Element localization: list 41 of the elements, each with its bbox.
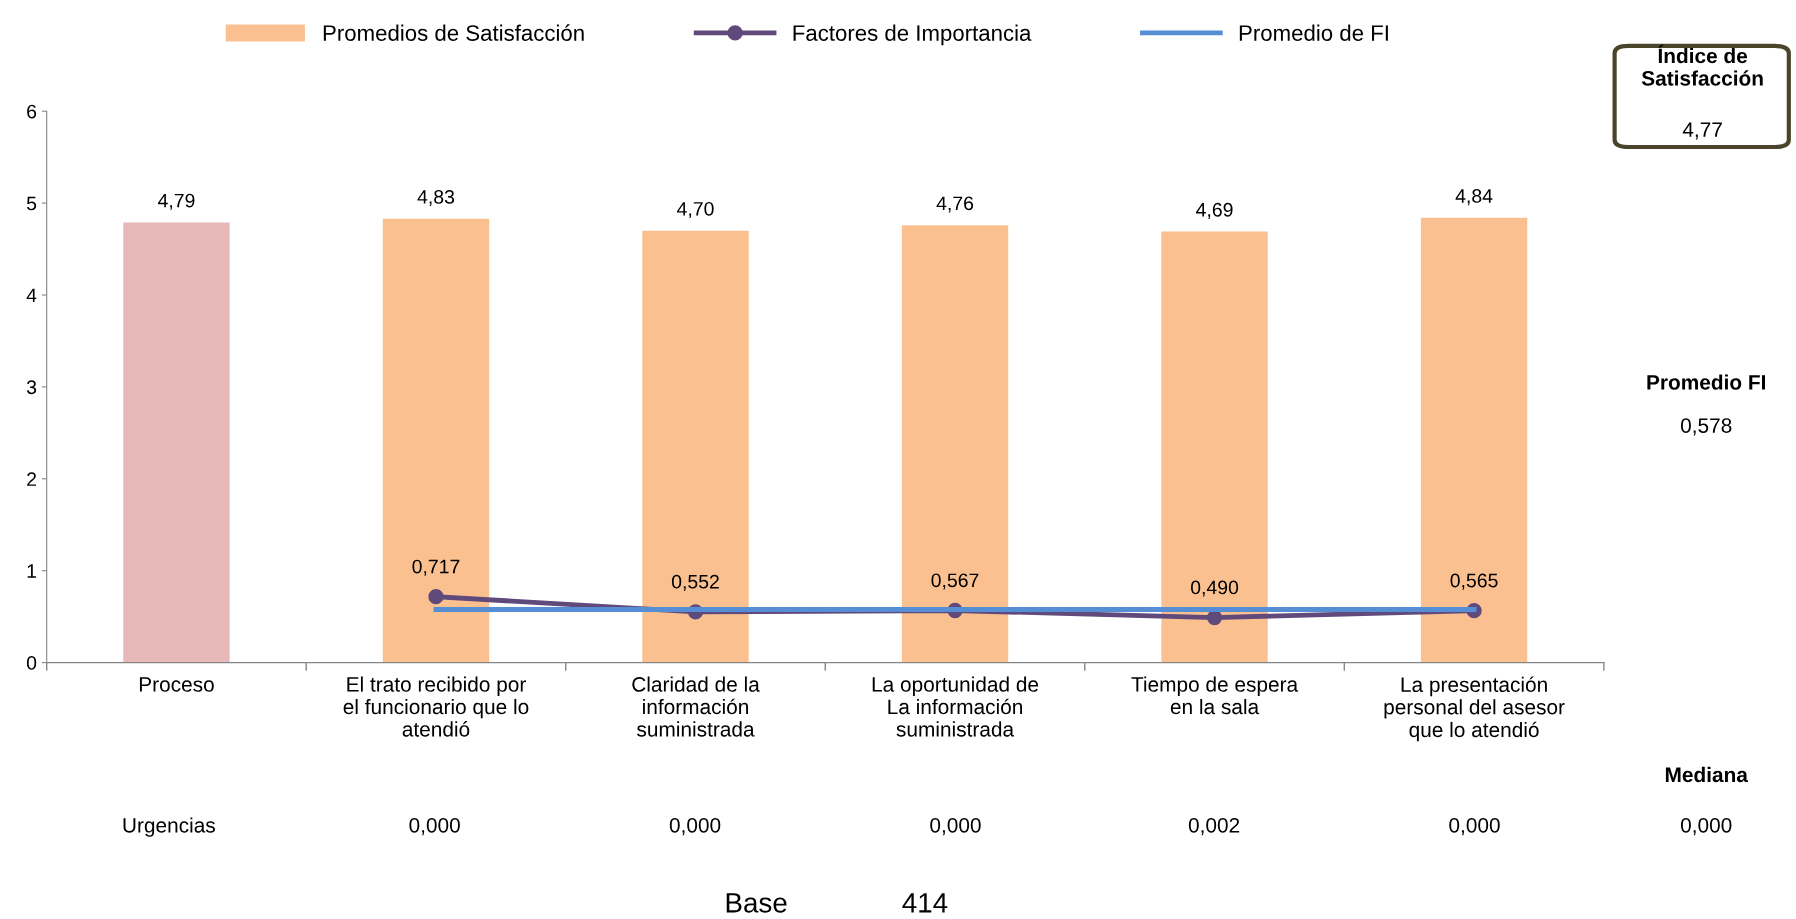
x-tick-label: El trato recibido por el funcionario que lo atendió (343, 676, 529, 737)
y-tick-label: 1 (27, 564, 37, 578)
text: 0,002 (1188, 817, 1240, 836)
text: 414 (902, 893, 948, 913)
text: 4,77 (1682, 122, 1722, 140)
x-tick-label: La presentación personal del asesor que lo atendió (1384, 676, 1565, 742)
data-label: 0,490 (1190, 580, 1239, 597)
text: 0,578 (1680, 418, 1732, 436)
y-tick-label: 2 (27, 472, 36, 486)
y-tick-label: 0 (26, 656, 37, 670)
data-label: 0,565 (1450, 573, 1498, 590)
y-tick-label: 3 (26, 380, 37, 395)
data-label: 0,567 (931, 573, 979, 590)
legend-label: Factores de Importancia (793, 24, 1032, 46)
y-tick-label: 6 (27, 104, 37, 119)
data-label: 4,83 (417, 190, 455, 207)
x-tick-label: Tiempo de espera en la sala (1131, 676, 1299, 715)
text: 0,000 (1680, 817, 1732, 836)
y-tick-label: 5 (26, 196, 37, 211)
x-tick-label: Claridad de la información suministrada (632, 676, 760, 737)
text: Índice de Satisfacción (1641, 44, 1763, 86)
data-label: 4,69 (1196, 202, 1233, 219)
x-tick-label: Proceso (139, 677, 214, 692)
text: Mediana (1665, 766, 1749, 783)
data-label: 4,70 (677, 201, 714, 219)
data-label: 4,76 (936, 196, 974, 213)
data-label: 4,84 (1455, 189, 1493, 206)
x-tick-label: La oportunidad de La información suministrada (872, 676, 1039, 737)
data-label: 4,79 (157, 193, 195, 210)
legend-label: Promedios de Satisfacción (323, 24, 584, 41)
text: 0,000 (930, 817, 981, 836)
text: 0,000 (1449, 817, 1500, 836)
legend-label: Promedio de FI (1239, 24, 1388, 41)
text: Base (726, 893, 787, 913)
data-label: 0,717 (412, 559, 460, 576)
data-label: 0,552 (671, 574, 719, 591)
text: 0,000 (409, 817, 460, 836)
y-tick-label: 4 (26, 288, 37, 303)
text: Promedio FI (1647, 374, 1765, 390)
text: 0,000 (669, 817, 721, 836)
text: Urgencias (123, 817, 215, 837)
